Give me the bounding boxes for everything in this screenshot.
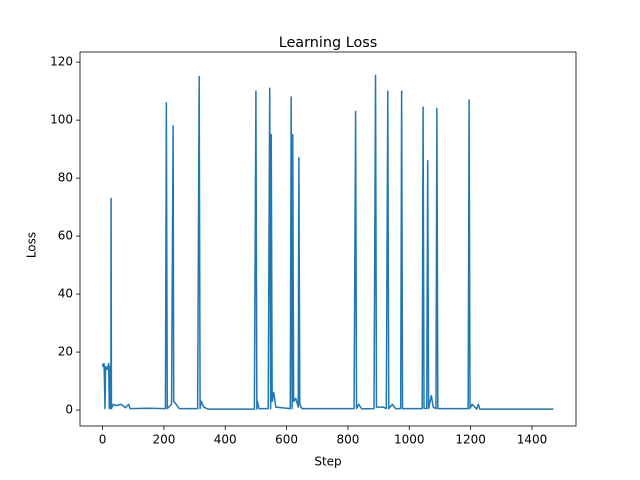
x-tick-label: 0 (99, 433, 107, 447)
plot-frame (79, 51, 577, 427)
x-tick-label: 600 (275, 433, 298, 447)
y-tick-label: 120 (50, 55, 73, 69)
loss-line (101, 74, 554, 410)
chart-title: Learning Loss (279, 35, 378, 51)
y-tick-label: 0 (65, 403, 73, 417)
x-tick-label: 800 (336, 433, 359, 447)
x-tick-label: 1000 (394, 433, 425, 447)
y-tick-label: 100 (50, 113, 73, 127)
x-tick-label: 200 (152, 433, 175, 447)
y-tick-label: 80 (58, 171, 73, 185)
y-tick-label: 40 (58, 287, 73, 301)
y-axis-label: Loss (25, 232, 39, 258)
x-tick-label: 400 (214, 433, 237, 447)
y-tick-label: 60 (58, 229, 73, 243)
x-tick-label: 1200 (455, 433, 486, 447)
x-axis-label: Step (314, 455, 341, 469)
y-tick-label: 20 (58, 345, 73, 359)
x-tick-label: 1400 (517, 433, 548, 447)
